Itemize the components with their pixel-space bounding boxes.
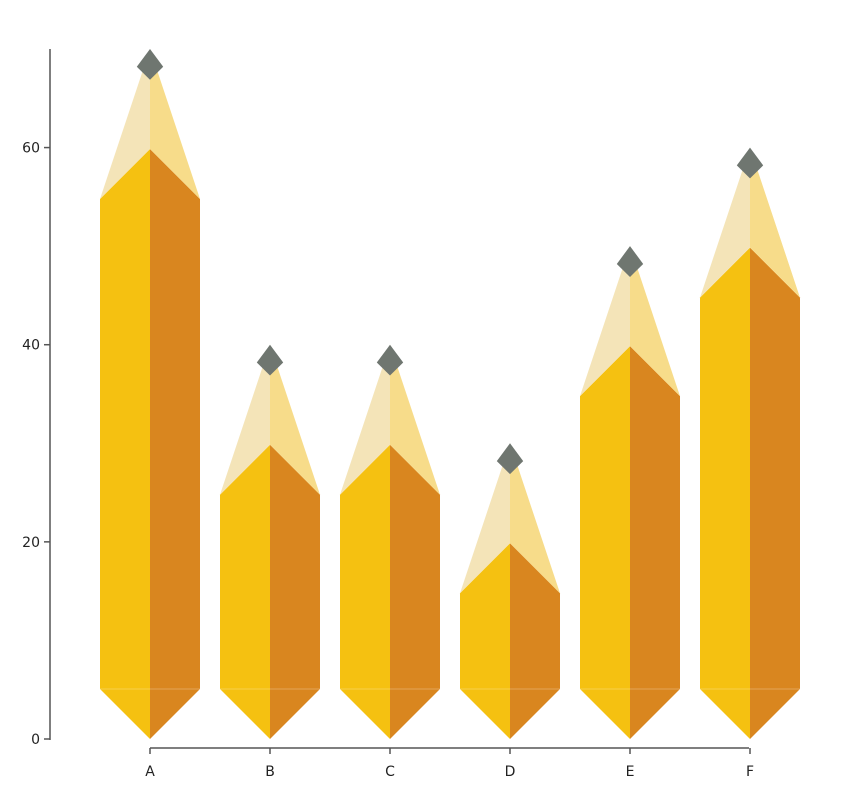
bar-wood-right [750, 147, 800, 298]
bar-bottom-right [510, 689, 560, 739]
x-tick-label: C [385, 764, 395, 780]
bar-lead-tip [136, 49, 164, 80]
bar-lead-tip [376, 344, 404, 376]
bar-wood-right [150, 49, 200, 199]
bar-F [700, 147, 800, 739]
bar-wood-left [460, 443, 510, 594]
bar-wood-right [510, 443, 560, 594]
x-tick-label: F [746, 764, 754, 780]
bar-D [460, 443, 560, 739]
bar-body-right [150, 149, 200, 689]
bar-bottom-right [150, 689, 200, 739]
bar-bottom-left [100, 689, 150, 739]
bar-wood-right [630, 246, 680, 397]
bar-wood-right [390, 344, 440, 495]
bar-body-left [340, 444, 390, 689]
bar-wood-right [270, 344, 320, 495]
bar-bottom-left [580, 689, 630, 739]
bar-bottom-right [630, 689, 680, 739]
bar-lead-tip [496, 443, 524, 475]
bar-E [580, 246, 680, 739]
bar-lead-tip [256, 344, 284, 376]
bars-group [100, 49, 800, 739]
bar-body-right [390, 444, 440, 689]
bar-body-left [100, 149, 150, 689]
x-tick-label: D [505, 764, 516, 780]
y-axis: 0 20 40 60 [22, 49, 51, 748]
x-axis: A B C D E F [145, 747, 754, 780]
bar-wood-left [340, 344, 390, 495]
bar-body-right [750, 247, 800, 690]
y-tick-label: 60 [22, 141, 40, 157]
bar-lead-tip [616, 246, 644, 277]
x-tick-label: B [265, 764, 275, 780]
bar-bottom-left [700, 689, 750, 739]
bar-C [340, 344, 440, 739]
bar-wood-left [700, 147, 750, 298]
bar-bottom-left [460, 689, 510, 739]
bar-B [220, 344, 320, 739]
x-tick-label: E [626, 764, 635, 780]
bar-body-left [220, 444, 270, 689]
bar-body-left [580, 346, 630, 689]
bar-body-right [630, 346, 680, 689]
bar-A [100, 49, 200, 739]
bar-lead-tip [736, 147, 764, 179]
bar-wood-left [580, 246, 630, 397]
bar-bottom-left [340, 689, 390, 739]
bar-wood-left [100, 49, 150, 199]
y-tick-label: 40 [22, 338, 40, 354]
y-tick-label: 20 [22, 535, 40, 551]
bar-body-left [460, 543, 510, 689]
x-tick-label: A [145, 764, 155, 780]
y-tick-label: 0 [31, 732, 40, 748]
bar-bottom-right [750, 689, 800, 739]
bar-wood-left [220, 344, 270, 495]
bar-body-left [700, 247, 750, 690]
bar-bottom-left [220, 689, 270, 739]
bar-bottom-right [270, 689, 320, 739]
bar-body-right [510, 543, 560, 689]
bar-body-right [270, 444, 320, 689]
bar-bottom-right [390, 689, 440, 739]
